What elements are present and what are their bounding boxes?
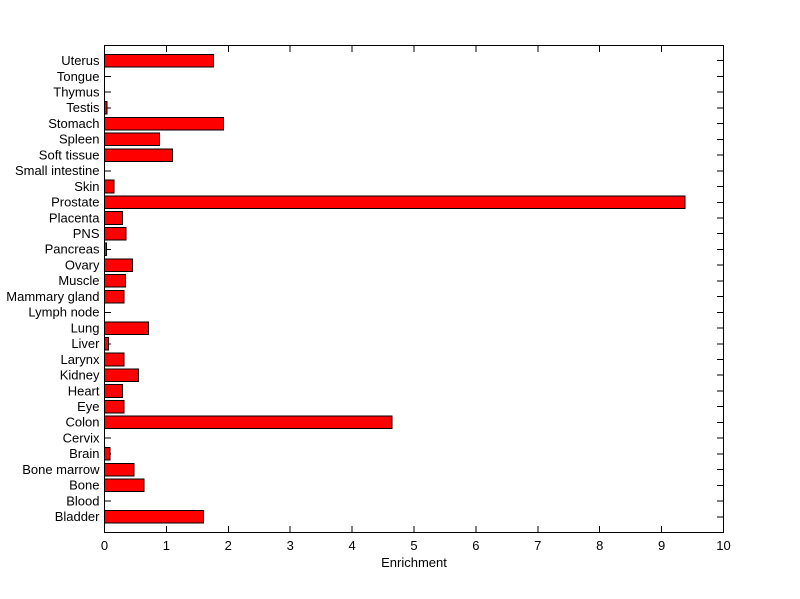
svg-text:Liver: Liver [71,336,100,351]
svg-text:7: 7 [534,538,541,553]
svg-text:Bone: Bone [69,478,99,493]
svg-text:Eye: Eye [77,399,99,414]
svg-text:PNS: PNS [73,226,100,241]
svg-text:5: 5 [410,538,417,553]
svg-text:9: 9 [658,538,665,553]
svg-text:Stomach: Stomach [48,116,99,131]
svg-text:Cervix: Cervix [63,430,100,445]
svg-text:10: 10 [716,538,730,553]
svg-text:Prostate: Prostate [51,195,99,210]
svg-text:Heart: Heart [68,383,100,398]
svg-text:Small intestine: Small intestine [15,163,100,178]
svg-text:1: 1 [163,538,170,553]
svg-text:Placenta: Placenta [49,210,100,225]
svg-text:Ovary: Ovary [65,257,100,272]
svg-text:Larynx: Larynx [60,352,100,367]
svg-text:Spleen: Spleen [59,132,99,147]
svg-text:Enrichment: Enrichment [381,555,447,570]
svg-text:Skin: Skin [74,179,99,194]
svg-text:Lymph node: Lymph node [28,305,99,320]
svg-text:Lung: Lung [71,320,100,335]
svg-text:0: 0 [101,538,108,553]
svg-text:Mammary gland: Mammary gland [6,289,99,304]
svg-text:Pancreas: Pancreas [45,242,100,257]
svg-text:Bladder: Bladder [55,509,100,524]
svg-text:8: 8 [596,538,603,553]
svg-text:2: 2 [225,538,232,553]
svg-text:Thymus: Thymus [53,84,100,99]
svg-text:Blood: Blood [66,493,99,508]
svg-text:Colon: Colon [66,415,100,430]
svg-text:Bone marrow: Bone marrow [22,462,100,477]
svg-text:6: 6 [472,538,479,553]
svg-text:Kidney: Kidney [60,368,100,383]
svg-text:Brain: Brain [69,446,99,461]
svg-text:Tongue: Tongue [57,69,100,84]
svg-text:Testis: Testis [66,100,100,115]
svg-text:3: 3 [287,538,294,553]
svg-text:Uterus: Uterus [61,53,100,68]
svg-text:Soft tissue: Soft tissue [39,147,100,162]
svg-text:4: 4 [348,538,355,553]
svg-text:Muscle: Muscle [58,273,99,288]
